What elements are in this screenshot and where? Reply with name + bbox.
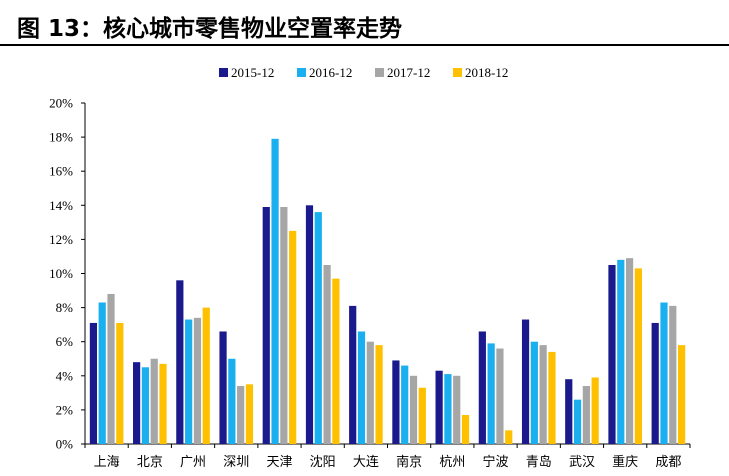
- legend-label-2018-12: 2018-12: [465, 65, 508, 80]
- bar-2016-12-杭州: [444, 374, 452, 444]
- legend-swatch-2015-12: [219, 68, 228, 77]
- bar-2017-12-深圳: [237, 386, 245, 444]
- bar-2016-12-宁波: [487, 343, 495, 444]
- bar-2017-12-杭州: [453, 375, 461, 444]
- bar-2015-12-天津: [262, 207, 270, 444]
- x-category-label: 青岛: [526, 454, 552, 470]
- bar-2018-12-沈阳: [332, 278, 340, 444]
- x-category-label: 广州: [180, 455, 206, 470]
- bar-2018-12-宁波: [505, 430, 513, 444]
- bar-2015-12-南京: [392, 360, 400, 444]
- bar-2018-12-上海: [116, 322, 124, 444]
- x-category-label: 北京: [137, 455, 163, 470]
- bar-2018-12-青岛: [548, 351, 556, 444]
- x-category-label: 深圳: [223, 455, 249, 470]
- y-tick-label: 16%: [49, 164, 73, 179]
- y-tick-label: 8%: [56, 300, 74, 315]
- bar-2018-12-重庆: [634, 268, 642, 444]
- bar-2017-12-重庆: [625, 258, 634, 444]
- x-category-label: 大连: [353, 454, 379, 470]
- legend-label-2016-12: 2016-12: [309, 65, 352, 80]
- bar-2016-12-沈阳: [314, 212, 322, 444]
- y-tick-label: 4%: [56, 368, 74, 383]
- bar-2015-12-广州: [176, 280, 184, 444]
- bar-2016-12-成都: [660, 302, 668, 444]
- bar-2018-12-北京: [159, 363, 167, 444]
- x-category-label: 成都: [655, 455, 681, 470]
- legend-label-2017-12: 2017-12: [387, 65, 430, 80]
- bar-2017-12-广州: [193, 317, 202, 444]
- x-category-label: 南京: [396, 454, 422, 470]
- y-tick-label: 0%: [56, 437, 74, 452]
- bar-2017-12-北京: [150, 358, 158, 444]
- bar-2016-12-广州: [185, 319, 193, 444]
- bar-2015-12-重庆: [608, 264, 616, 444]
- bar-2015-12-北京: [133, 362, 141, 444]
- bar-2017-12-宁波: [496, 348, 504, 444]
- bar-2017-12-南京: [409, 375, 418, 444]
- bar-2018-12-天津: [289, 230, 297, 445]
- y-tick-label: 14%: [49, 198, 73, 213]
- bar-2015-12-大连: [349, 305, 357, 444]
- bar-2017-12-沈阳: [323, 264, 331, 444]
- bar-2017-12-大连: [366, 341, 374, 444]
- bar-2016-12-深圳: [228, 358, 236, 444]
- y-tick-label: 10%: [49, 266, 73, 281]
- bar-2015-12-深圳: [219, 331, 227, 444]
- legend-swatch-2016-12: [297, 68, 306, 77]
- x-category-label: 重庆: [612, 454, 638, 470]
- bar-2016-12-北京: [141, 367, 150, 444]
- bar-2016-12-南京: [401, 365, 409, 444]
- bar-2016-12-上海: [98, 302, 106, 444]
- x-category-label: 宁波: [483, 454, 509, 470]
- figure-title-bar: 图 13：核心城市零售物业空置率走势: [0, 0, 729, 46]
- y-tick-label: 6%: [56, 334, 74, 349]
- figure-title: 图 13：核心城市零售物业空置率走势: [17, 16, 403, 42]
- bar-2016-12-大连: [357, 331, 366, 444]
- bar-2017-12-天津: [280, 207, 288, 444]
- x-category-label: 沈阳: [310, 455, 336, 470]
- y-tick-label: 20%: [49, 96, 73, 111]
- bar-2015-12-青岛: [521, 319, 530, 444]
- bar-2018-12-杭州: [461, 415, 470, 444]
- x-category-label: 上海: [94, 455, 120, 470]
- legend-label-2015-12: 2015-12: [231, 65, 274, 80]
- bar-2015-12-沈阳: [305, 205, 314, 444]
- bar-2015-12-武汉: [565, 379, 573, 444]
- x-category-label: 武汉: [569, 455, 595, 470]
- y-tick-label: 2%: [56, 402, 74, 417]
- bar-2015-12-成都: [651, 322, 659, 444]
- bar-2016-12-重庆: [617, 259, 625, 444]
- bar-2016-12-青岛: [530, 341, 538, 444]
- bar-2016-12-武汉: [573, 399, 582, 444]
- bar-2018-12-大连: [375, 345, 383, 444]
- legend-swatch-2018-12: [453, 68, 462, 77]
- y-tick-label: 18%: [49, 130, 73, 145]
- bar-2018-12-深圳: [245, 384, 254, 444]
- bar-2018-12-广州: [202, 307, 210, 444]
- bar-2015-12-上海: [89, 322, 98, 444]
- bar-2017-12-上海: [107, 293, 115, 444]
- bar-2018-12-成都: [677, 345, 686, 444]
- bar-2015-12-杭州: [435, 370, 443, 444]
- bar-2016-12-天津: [271, 138, 279, 444]
- bar-2018-12-南京: [418, 387, 426, 444]
- y-tick-label: 12%: [49, 232, 73, 247]
- bar-2017-12-成都: [669, 305, 677, 444]
- bar-2015-12-宁波: [478, 331, 486, 444]
- x-category-label: 天津: [266, 455, 292, 470]
- legend-swatch-2017-12: [375, 68, 384, 77]
- bar-2017-12-武汉: [582, 386, 590, 444]
- bar-2017-12-青岛: [539, 345, 547, 444]
- bar-2018-12-武汉: [591, 377, 599, 444]
- x-category-label: 杭州: [439, 455, 465, 470]
